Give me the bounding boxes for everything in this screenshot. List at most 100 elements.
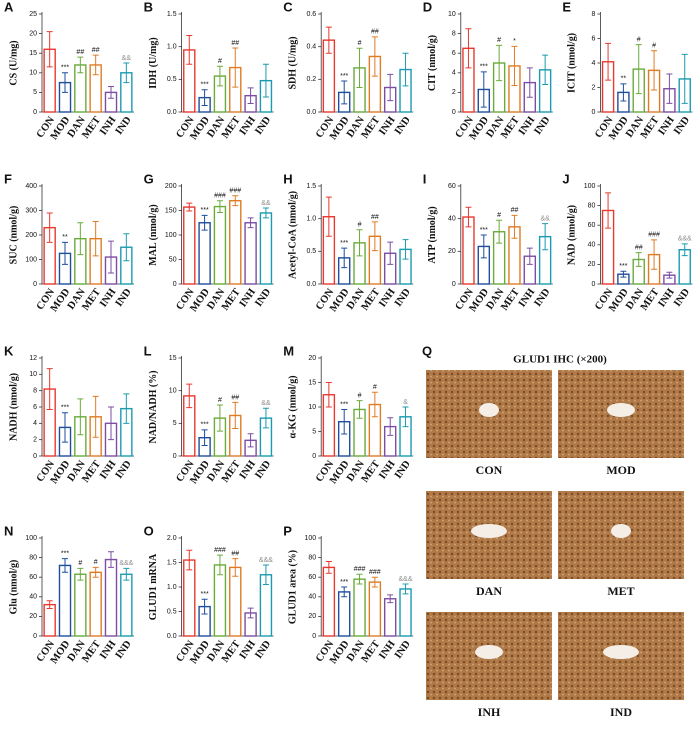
panel-letter: P [283,523,292,538]
significance-label: # [652,43,656,50]
y-tick-label: 50 [169,256,177,263]
error-bar [511,214,518,239]
significance-label: && [122,55,132,62]
bar [183,206,196,285]
error-bar [356,400,363,419]
error-bar [46,368,53,410]
significance-label: ## [92,47,100,54]
y-tick-label: 25 [29,11,37,18]
y-tick-label: 2 [452,89,456,96]
error-bar [465,206,472,228]
error-bar [77,567,84,581]
y-tick-label: 10 [29,70,37,77]
y-tick-label: 0 [33,109,37,116]
y-tick-label: 40 [448,216,456,223]
error-bar [232,558,239,577]
y-axis-label: IDH (U/mg) [148,37,159,88]
error-bar [465,28,472,69]
y-tick-label: 1.5 [167,11,177,18]
error-bar [371,391,378,418]
bar [368,581,382,637]
error-bar [216,65,223,87]
error-bar [526,247,533,265]
x-tick-label: IND [393,114,413,136]
panel-letter: H [283,171,292,186]
y-axis-label: NAD (nmol/g) [567,205,578,265]
significance-label: # [358,40,362,47]
significance-label: &&& [119,560,133,567]
y-axis-label: NAD/NADH (%) [148,370,159,443]
y-tick-label: 60 [29,574,37,581]
y-tick-label: 100 [25,256,37,263]
x-tick-label: IND [114,458,134,480]
vessel [607,403,635,417]
significance-label: # [78,560,82,567]
bar [259,212,273,285]
significance-label: *** [480,64,488,71]
y-axis-label: CS (U/mg) [8,40,19,85]
error-bar [356,229,363,257]
significance-label: ## [231,40,239,47]
error-bar [341,586,348,598]
significance-label: # [497,37,501,44]
significance-label: ** [621,76,627,83]
error-bar [77,398,84,436]
significance-label: # [218,397,222,404]
x-tick-label: INH [377,639,397,662]
y-tick-label: 6 [33,404,37,411]
error-bar [108,86,114,99]
significance-label: ** [62,234,68,241]
x-tick-label: IND [393,638,413,660]
error-bar [387,594,394,604]
y-tick-label: 100 [25,535,37,542]
ihc-label: CON [476,463,503,477]
error-bar [92,566,99,578]
y-tick-label: 80 [308,554,316,561]
y-tick-label: 80 [29,554,37,561]
significance-label: ## [76,49,84,56]
y-tick-label: 2 [591,84,595,91]
bar [198,222,211,285]
bar [74,573,87,637]
error-bar [92,221,99,257]
significance-label: *** [340,401,348,408]
y-tick-label: 300 [25,207,37,214]
panel-letter: C [283,0,293,14]
y-axis-label: MAL (nmol/g) [148,204,159,265]
x-tick-label: INH [98,287,118,310]
y-tick-label: 10 [29,371,37,378]
y-tick-label: 8 [591,11,595,18]
y-tick-label: 0 [173,281,177,288]
significance-label: && [261,200,271,207]
y-axis-label: ATP (nmol/g) [427,206,438,263]
y-tick-label: 0 [312,633,316,640]
y-tick-label: 0.0 [306,109,316,116]
y-axis-label: SUC (nmol/g) [8,206,19,265]
error-bar [216,554,223,576]
y-tick-label: 0.5 [167,76,177,83]
y-tick-label: 8 [33,388,37,395]
error-bar [402,406,409,428]
x-tick-label: INH [656,287,676,310]
error-bar [247,217,254,229]
y-tick-label: 0 [591,109,595,116]
x-tick-label: INH [98,459,118,482]
error-bar [480,234,487,259]
error-bar [108,406,114,441]
significance-label: ## [371,29,379,36]
y-tick-label: 10 [308,404,316,411]
x-tick-label: IND [114,286,134,308]
panel-letter: Q [422,343,432,358]
error-bar [186,383,193,409]
y-tick-label: 60 [308,574,316,581]
error-bar [123,567,130,581]
error-bar [123,233,130,262]
y-tick-label: 4 [33,420,37,427]
error-bar [635,44,642,95]
error-bar [341,408,348,435]
y-tick-label: 0 [33,633,37,640]
error-bar [526,67,533,98]
x-tick-label: IND [253,458,273,480]
error-bar [666,73,673,104]
significance-label: # [497,212,501,219]
